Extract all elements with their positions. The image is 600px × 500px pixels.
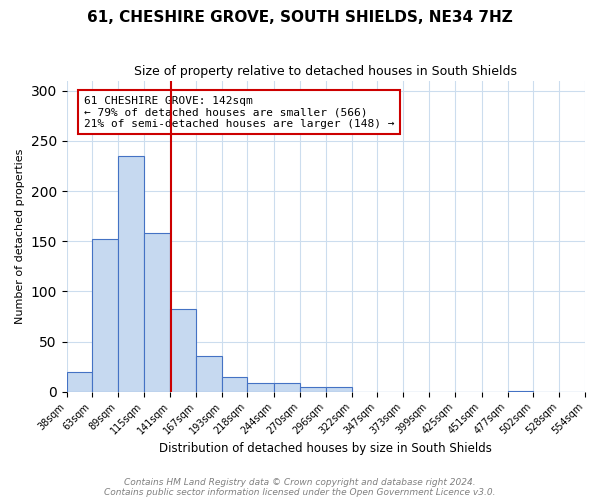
Bar — [300, 387, 326, 392]
Bar — [144, 233, 170, 392]
Bar — [118, 156, 144, 392]
Text: Contains HM Land Registry data © Crown copyright and database right 2024.
Contai: Contains HM Land Registry data © Crown c… — [104, 478, 496, 497]
Bar — [92, 239, 118, 392]
Bar — [67, 372, 92, 392]
X-axis label: Distribution of detached houses by size in South Shields: Distribution of detached houses by size … — [160, 442, 492, 455]
Text: 61 CHESHIRE GROVE: 142sqm
← 79% of detached houses are smaller (566)
21% of semi: 61 CHESHIRE GROVE: 142sqm ← 79% of detac… — [84, 96, 394, 129]
Bar — [223, 376, 247, 392]
Y-axis label: Number of detached properties: Number of detached properties — [15, 148, 25, 324]
Bar — [247, 383, 274, 392]
Text: 61, CHESHIRE GROVE, SOUTH SHIELDS, NE34 7HZ: 61, CHESHIRE GROVE, SOUTH SHIELDS, NE34 … — [87, 10, 513, 25]
Bar — [508, 391, 533, 392]
Bar — [196, 356, 223, 392]
Title: Size of property relative to detached houses in South Shields: Size of property relative to detached ho… — [134, 65, 517, 78]
Bar — [170, 310, 196, 392]
Bar — [326, 387, 352, 392]
Bar — [274, 383, 300, 392]
